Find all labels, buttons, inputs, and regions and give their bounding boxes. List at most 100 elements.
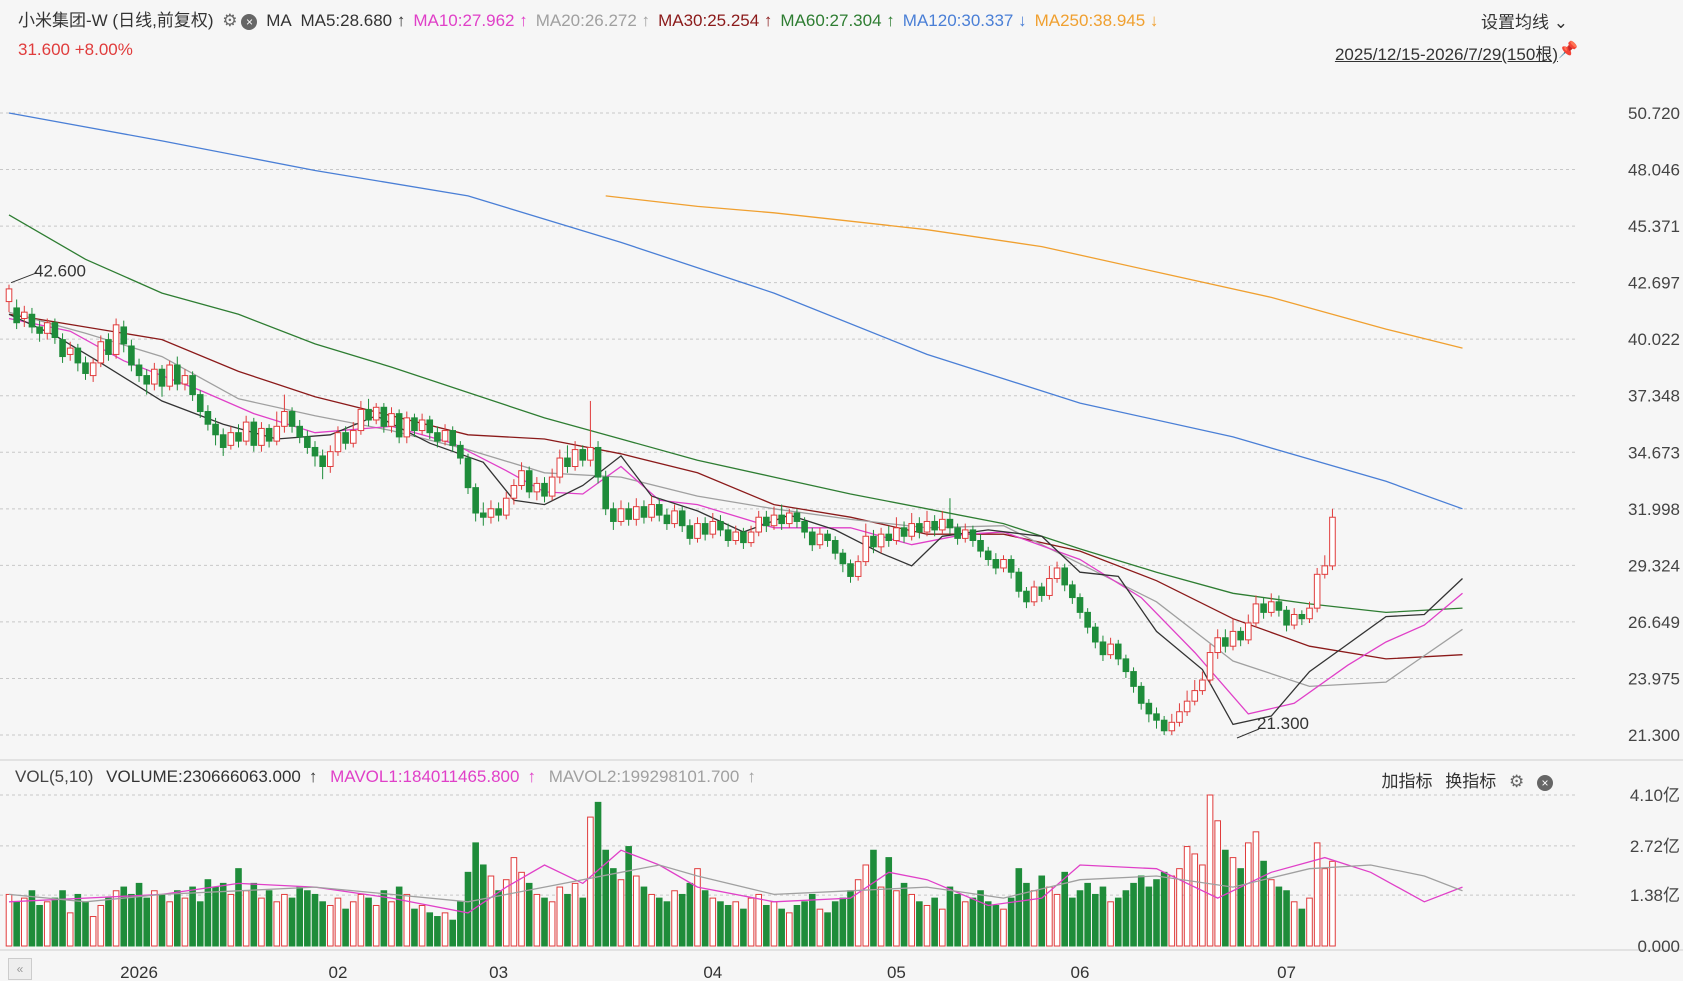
candle	[548, 468, 556, 501]
candle-body	[939, 518, 946, 531]
candle	[847, 559, 854, 583]
candle	[571, 441, 579, 471]
price-tick-label: 40.022	[1628, 330, 1680, 349]
candle-body	[1107, 643, 1114, 656]
candle	[610, 502, 617, 530]
candle-body	[82, 362, 89, 374]
candle-body	[1153, 713, 1160, 721]
candle-body	[319, 455, 326, 467]
candle	[258, 422, 265, 452]
candle	[1023, 587, 1030, 609]
candle-body	[908, 523, 916, 537]
candle-body	[1252, 603, 1260, 624]
candle	[13, 299, 20, 330]
candle-body	[877, 533, 885, 548]
gear-icon[interactable]: ⚙	[1509, 772, 1525, 791]
candle-body	[502, 497, 510, 516]
candle	[1160, 715, 1168, 735]
volume-bar	[296, 886, 303, 947]
volume-bar	[74, 893, 82, 947]
volume-bar	[770, 901, 778, 947]
date-range[interactable]: 2025/12/15-2026/7/29(150根)	[1334, 45, 1558, 64]
volume-bar	[732, 901, 740, 947]
candle	[824, 529, 831, 547]
candle-body	[1122, 658, 1130, 673]
volume-bar	[365, 897, 372, 947]
volume-bar	[1290, 901, 1298, 947]
candle-body	[732, 531, 740, 541]
candle	[525, 466, 533, 499]
candle-body	[250, 421, 258, 446]
volume-bar	[763, 904, 770, 947]
volume-bar	[143, 897, 150, 947]
candle	[1130, 667, 1137, 693]
candle-body	[43, 322, 51, 334]
gear-icon[interactable]: ⚙	[222, 11, 238, 30]
candle-body	[219, 434, 227, 448]
candle	[1000, 555, 1007, 573]
volume-bar	[120, 886, 128, 947]
volume-bar	[701, 890, 709, 947]
price-tick-label: 42.697	[1628, 274, 1680, 293]
volume-bar	[1222, 849, 1229, 947]
volume-bar	[801, 901, 808, 947]
candle-body	[1137, 685, 1145, 704]
volume-bar	[281, 893, 288, 947]
candle	[1030, 580, 1038, 607]
volume-bar	[135, 882, 143, 947]
ma-settings-button[interactable]: 设置均线 ⌄	[1481, 8, 1568, 33]
candle	[839, 548, 847, 573]
candle-body	[533, 482, 541, 493]
candle	[372, 403, 380, 425]
candle-body	[135, 364, 143, 377]
candle-body	[258, 427, 265, 446]
up-arrow-icon: ↑	[308, 767, 318, 786]
candle	[434, 426, 441, 448]
indicator-header: 小米集团-W (日线,前复权) ⚙ × MA MA5:28.680 ↑ MA10:2…	[18, 6, 1170, 31]
volume-bar	[893, 890, 900, 947]
candle	[1153, 707, 1160, 729]
switch-indicator-button[interactable]: 换指标	[1445, 772, 1497, 791]
price-tick-label: 50.720	[1628, 104, 1680, 123]
candle-body	[411, 417, 418, 432]
candle-body	[1191, 690, 1199, 702]
close-icon[interactable]: ×	[1537, 774, 1553, 791]
candle	[403, 411, 411, 444]
close-icon[interactable]: ×	[241, 13, 258, 30]
pin-icon[interactable]: 📌	[1558, 42, 1578, 59]
volume-bar	[128, 893, 135, 947]
volume-bar	[900, 882, 908, 947]
volume-bar	[1114, 897, 1122, 947]
candle	[304, 430, 311, 454]
candle-body	[556, 457, 564, 478]
candle	[227, 426, 235, 450]
add-indicator-button[interactable]: 加指标	[1381, 772, 1433, 791]
candle-body	[1306, 607, 1313, 620]
mavol2-value: MAVOL2:199298101.700	[548, 767, 740, 786]
volume-bar	[686, 882, 694, 947]
candle-body	[327, 451, 334, 467]
candle	[1206, 644, 1214, 685]
volume-bar	[740, 908, 747, 947]
candle	[189, 371, 196, 401]
ma5-line	[8, 313, 1463, 726]
candle	[770, 506, 778, 530]
candle	[334, 426, 342, 456]
volume-bar	[556, 886, 564, 947]
candle	[242, 415, 250, 446]
volume-bar	[1061, 871, 1069, 947]
indicator-tools: 加指标 换指标 ⚙ ×	[1374, 767, 1553, 792]
volume-bar	[319, 901, 326, 947]
candle	[671, 504, 678, 528]
candle	[273, 411, 281, 446]
candle	[105, 333, 112, 361]
candle	[480, 502, 487, 526]
scroll-left-button[interactable]: «	[8, 958, 32, 980]
candle	[969, 525, 977, 547]
volume-bar	[633, 875, 640, 947]
candle	[1114, 639, 1122, 666]
candle	[395, 409, 403, 444]
candle-body	[480, 512, 487, 518]
candle-body	[1038, 586, 1046, 596]
